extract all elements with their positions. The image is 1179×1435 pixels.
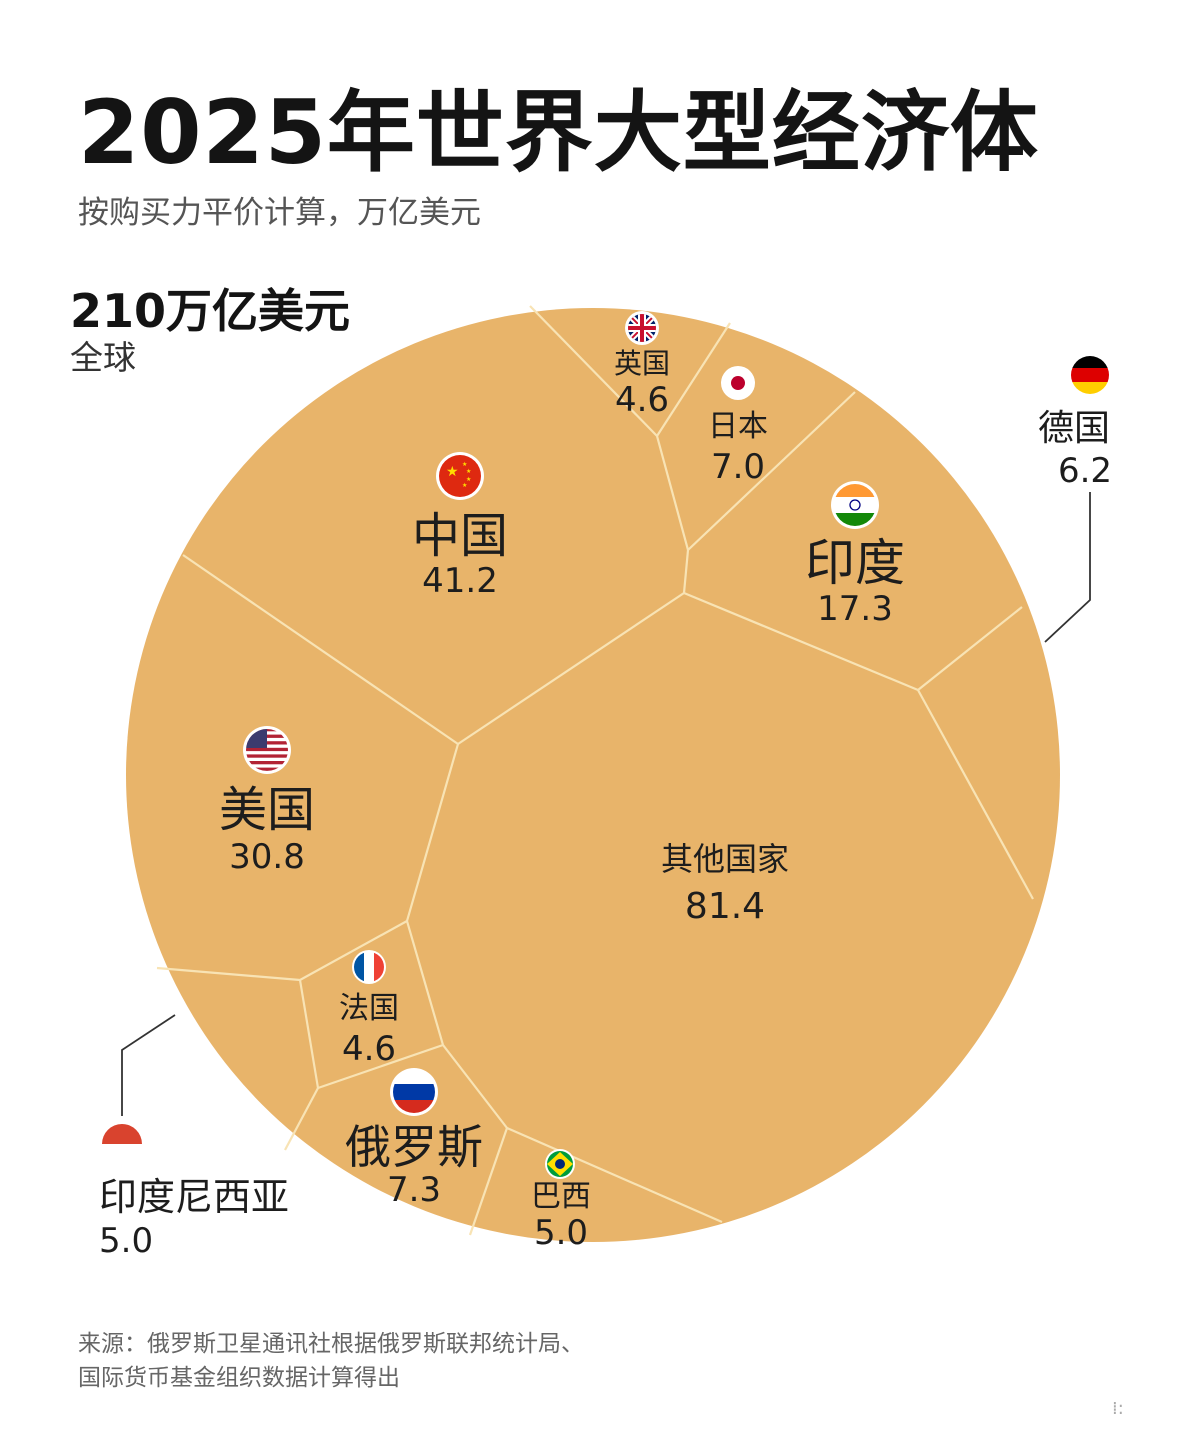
source-line-2: 国际货币基金组织数据计算得出 bbox=[78, 1365, 400, 1391]
label-uk-name: 英国 bbox=[614, 347, 670, 380]
border-brazil-other bbox=[506, 1126, 723, 1224]
label-germany-name: 德国 bbox=[1038, 408, 1110, 449]
cell-borders bbox=[156, 305, 1034, 1236]
label-usa-name: 美国 bbox=[219, 782, 315, 838]
japan-flag-icon bbox=[721, 366, 755, 400]
label-japan-value: 7.0 bbox=[711, 447, 765, 487]
svg-text:★: ★ bbox=[446, 464, 459, 480]
border-china-other bbox=[457, 592, 685, 745]
label-indonesia-value: 5.0 bbox=[99, 1221, 153, 1261]
svg-text:★: ★ bbox=[466, 468, 471, 475]
source-line-1: 来源：俄罗斯卫星通讯社根据俄罗斯联邦统计局、 bbox=[78, 1331, 584, 1357]
china-flag-icon: ★ ★ ★ ★ ★ bbox=[436, 452, 484, 500]
label-china-name: 中国 bbox=[412, 508, 508, 564]
svg-text:★: ★ bbox=[462, 461, 467, 468]
source-note: 来源：俄罗斯卫星通讯社根据俄罗斯联邦统计局、 国际货币基金组织数据计算得出 bbox=[78, 1327, 584, 1395]
label-japan-name: 日本 bbox=[708, 409, 768, 444]
germany-flag-icon bbox=[1069, 354, 1111, 396]
label-other-value: 81.4 bbox=[685, 886, 765, 927]
voronoi-chart: ★ ★ ★ ★ ★ bbox=[99, 305, 1112, 1261]
russia-flag-icon bbox=[390, 1068, 438, 1116]
page-title: 2025年世界大型经济体 bbox=[78, 81, 1039, 184]
indonesia-callout-line bbox=[121, 1014, 176, 1116]
label-france-value: 4.6 bbox=[342, 1029, 396, 1069]
label-russia-name: 俄罗斯 bbox=[345, 1120, 483, 1174]
border-china-uk bbox=[529, 305, 658, 437]
border-france-west bbox=[298, 979, 320, 1089]
page-subtitle: 按购买力平价计算，万亿美元 bbox=[78, 195, 481, 231]
france-flag-icon bbox=[352, 950, 386, 984]
india-flag-icon bbox=[831, 481, 879, 529]
label-usa-value: 30.8 bbox=[229, 837, 305, 877]
uk-flag-icon bbox=[625, 311, 659, 345]
label-india-name: 印度 bbox=[805, 534, 905, 592]
global-total-value: 210万亿美元 bbox=[70, 284, 351, 338]
border-russia-indonesia bbox=[284, 1087, 319, 1151]
label-germany-value: 6.2 bbox=[1058, 451, 1112, 491]
germany-callout-line bbox=[1044, 492, 1091, 643]
border-russia-other bbox=[442, 1044, 508, 1129]
border-india-germany bbox=[917, 606, 1023, 691]
border-china-usa bbox=[182, 554, 459, 745]
label-uk-value: 4.6 bbox=[615, 380, 669, 420]
label-china-value: 41.2 bbox=[422, 561, 498, 601]
label-indonesia-name: 印度尼西亚 bbox=[99, 1175, 289, 1219]
svg-text:★: ★ bbox=[462, 482, 467, 489]
label-france-name: 法国 bbox=[339, 991, 399, 1026]
svg-text:★: ★ bbox=[466, 476, 471, 483]
label-brazil-name: 巴西 bbox=[531, 1179, 591, 1214]
border-germany-other bbox=[917, 689, 1034, 900]
corner-mark: ⁞: bbox=[1112, 1398, 1124, 1419]
global-total-label: 全球 bbox=[70, 338, 136, 377]
border-russia-brazil bbox=[468, 1127, 509, 1236]
usa-flag-icon bbox=[243, 726, 291, 774]
label-russia-value: 7.3 bbox=[387, 1170, 441, 1210]
indonesia-flag-icon bbox=[102, 1124, 142, 1144]
label-other-name: 其他国家 bbox=[661, 840, 789, 878]
border-france-russia bbox=[317, 1043, 444, 1090]
brazil-flag-icon bbox=[545, 1149, 575, 1179]
border-japan-india bbox=[687, 391, 856, 551]
chart-disc bbox=[126, 308, 1060, 1242]
label-brazil-value: 5.0 bbox=[534, 1213, 588, 1253]
border-uk-japan bbox=[656, 322, 731, 437]
border-india-other bbox=[683, 591, 919, 692]
label-india-value: 17.3 bbox=[817, 589, 893, 629]
